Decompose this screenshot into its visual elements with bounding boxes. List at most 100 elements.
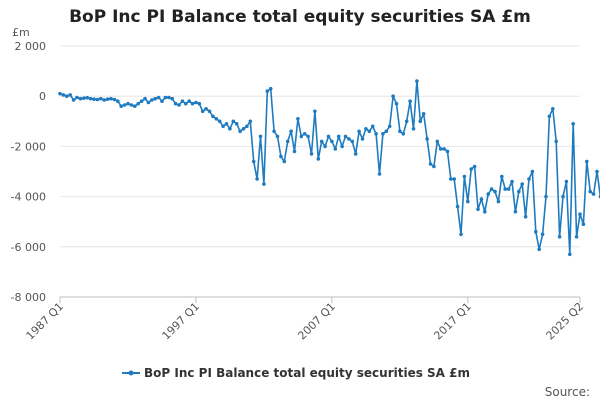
data-point[interactable]	[92, 97, 96, 101]
data-point[interactable]	[585, 159, 589, 164]
data-point[interactable]	[343, 134, 348, 139]
data-point[interactable]	[500, 174, 504, 179]
data-point[interactable]	[146, 100, 151, 105]
data-point[interactable]	[530, 169, 535, 174]
data-point[interactable]	[554, 139, 558, 144]
data-point[interactable]	[207, 109, 212, 114]
data-point[interactable]	[357, 129, 361, 134]
data-point[interactable]	[248, 119, 253, 124]
data-point[interactable]	[370, 124, 375, 129]
data-point[interactable]	[245, 124, 249, 129]
data-point[interactable]	[231, 119, 236, 124]
data-point[interactable]	[428, 162, 433, 166]
data-point[interactable]	[255, 177, 259, 181]
data-point[interactable]	[588, 189, 592, 194]
data-point[interactable]	[381, 132, 385, 136]
data-point[interactable]	[204, 107, 208, 111]
data-point[interactable]	[313, 109, 317, 114]
data-point[interactable]	[292, 149, 297, 154]
data-point[interactable]	[184, 101, 188, 106]
data-point[interactable]	[568, 252, 572, 257]
data-point[interactable]	[177, 103, 181, 107]
data-point[interactable]	[289, 129, 293, 134]
data-point[interactable]	[527, 177, 531, 181]
data-point[interactable]	[377, 172, 382, 176]
data-point[interactable]	[513, 209, 518, 214]
data-point[interactable]	[119, 104, 123, 108]
data-point[interactable]	[299, 134, 304, 139]
data-point[interactable]	[139, 99, 144, 103]
data-point[interactable]	[517, 189, 521, 194]
data-point[interactable]	[537, 247, 541, 252]
data-point[interactable]	[476, 207, 480, 211]
data-point[interactable]	[238, 129, 242, 134]
data-point[interactable]	[241, 127, 246, 131]
data-point[interactable]	[173, 101, 178, 106]
data-point[interactable]	[268, 86, 273, 91]
data-point[interactable]	[595, 169, 599, 174]
data-point[interactable]	[217, 119, 222, 124]
data-point[interactable]	[455, 204, 460, 209]
data-point[interactable]	[170, 96, 174, 101]
data-point[interactable]	[251, 159, 256, 164]
data-point[interactable]	[564, 179, 569, 184]
data-point[interactable]	[591, 192, 596, 196]
data-point[interactable]	[163, 95, 168, 100]
data-point[interactable]	[275, 134, 280, 139]
data-point[interactable]	[469, 167, 474, 171]
data-point[interactable]	[85, 95, 89, 100]
data-point[interactable]	[102, 98, 106, 102]
data-point[interactable]	[578, 212, 582, 216]
legend[interactable]: BoP Inc PI Balance total equity securiti…	[122, 366, 470, 380]
data-point[interactable]	[486, 192, 491, 196]
data-point[interactable]	[330, 139, 334, 144]
data-point[interactable]	[347, 137, 351, 141]
data-point[interactable]	[234, 122, 239, 126]
data-point[interactable]	[88, 96, 93, 101]
data-point[interactable]	[408, 99, 412, 103]
data-point[interactable]	[394, 101, 399, 106]
data-point[interactable]	[99, 96, 103, 101]
data-point[interactable]	[309, 152, 314, 156]
data-point[interactable]	[109, 96, 113, 101]
data-point[interactable]	[551, 107, 555, 111]
data-point[interactable]	[129, 103, 134, 107]
data-point[interactable]	[200, 109, 205, 114]
data-point[interactable]	[445, 149, 450, 154]
data-point[interactable]	[95, 97, 100, 102]
data-point[interactable]	[350, 139, 355, 144]
data-point[interactable]	[452, 177, 457, 181]
data-point[interactable]	[167, 95, 171, 100]
data-point[interactable]	[483, 209, 487, 214]
data-point[interactable]	[534, 229, 538, 234]
data-point[interactable]	[333, 147, 338, 151]
data-point[interactable]	[214, 117, 219, 121]
data-point[interactable]	[561, 194, 565, 199]
data-point[interactable]	[462, 174, 467, 179]
data-point[interactable]	[133, 104, 137, 108]
data-point[interactable]	[316, 157, 321, 161]
data-point[interactable]	[557, 235, 562, 239]
data-point[interactable]	[112, 97, 117, 102]
data-point[interactable]	[449, 177, 453, 181]
data-point[interactable]	[265, 89, 270, 93]
data-point[interactable]	[520, 182, 524, 186]
data-point[interactable]	[82, 96, 86, 100]
data-point[interactable]	[367, 129, 372, 134]
data-point[interactable]	[340, 144, 344, 149]
data-point[interactable]	[156, 95, 161, 100]
data-point[interactable]	[384, 129, 389, 134]
data-point[interactable]	[187, 99, 191, 103]
data-point[interactable]	[438, 147, 443, 151]
data-point[interactable]	[415, 79, 419, 83]
data-point[interactable]	[302, 132, 307, 136]
data-point[interactable]	[510, 179, 514, 184]
data-point[interactable]	[306, 134, 310, 139]
data-point[interactable]	[211, 114, 215, 119]
data-point[interactable]	[336, 134, 341, 139]
data-point[interactable]	[472, 164, 477, 169]
data-point[interactable]	[75, 95, 79, 100]
data-point[interactable]	[506, 187, 511, 191]
data-point[interactable]	[71, 98, 76, 102]
data-point[interactable]	[228, 127, 232, 131]
